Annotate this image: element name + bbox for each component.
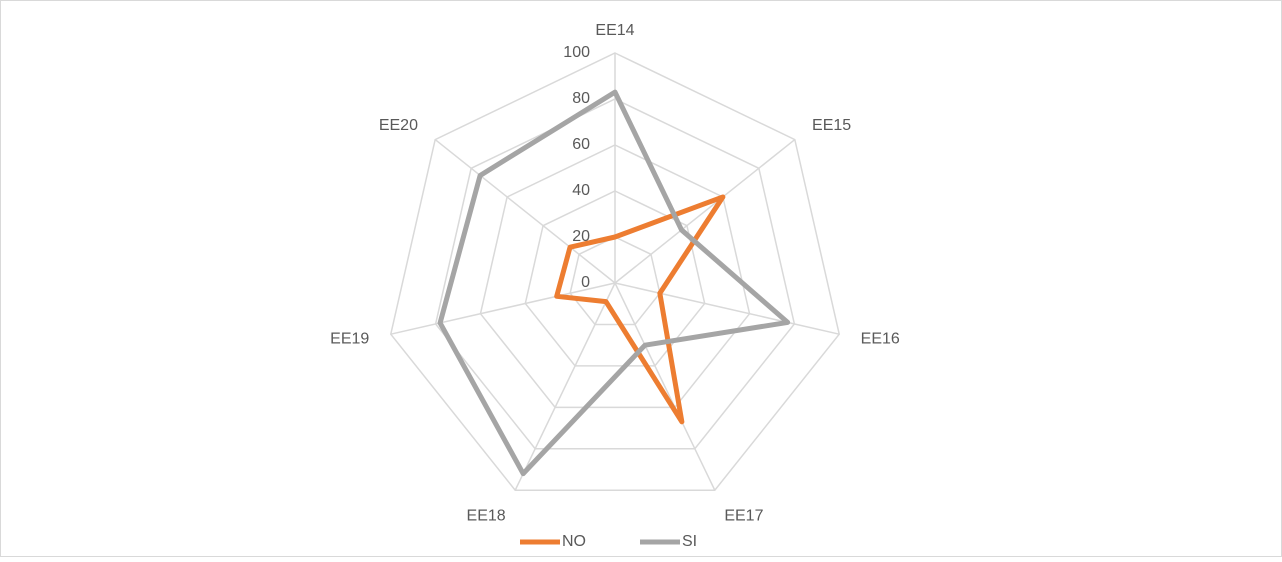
category-label: EE18: [467, 507, 506, 524]
spoke: [434, 139, 616, 284]
legend-label: NO: [562, 533, 586, 550]
tick-label: 20: [572, 228, 590, 245]
category-label: EE20: [379, 117, 418, 134]
category-label: EE14: [595, 22, 634, 39]
grid-ring: [434, 98, 796, 450]
category-label: EE15: [812, 117, 851, 134]
grid-ring: [389, 52, 841, 491]
series-line: [437, 89, 791, 477]
category-label: EE17: [724, 507, 763, 524]
spoke: [514, 282, 616, 491]
grid-ring: [569, 236, 661, 326]
spoke: [614, 139, 796, 284]
tick-label: 100: [563, 44, 590, 61]
category-label: EE16: [861, 330, 900, 347]
tick-label: 80: [572, 90, 590, 107]
grid-ring: [479, 144, 751, 409]
spoke: [614, 282, 716, 491]
legend-label: SI: [682, 533, 697, 550]
spoke: [390, 282, 616, 335]
series-line: [554, 194, 726, 425]
tick-label: 0: [581, 274, 590, 291]
category-label: EE19: [330, 330, 369, 347]
tick-label: 60: [572, 136, 590, 153]
spoke: [614, 282, 840, 335]
tick-label: 40: [572, 182, 590, 199]
